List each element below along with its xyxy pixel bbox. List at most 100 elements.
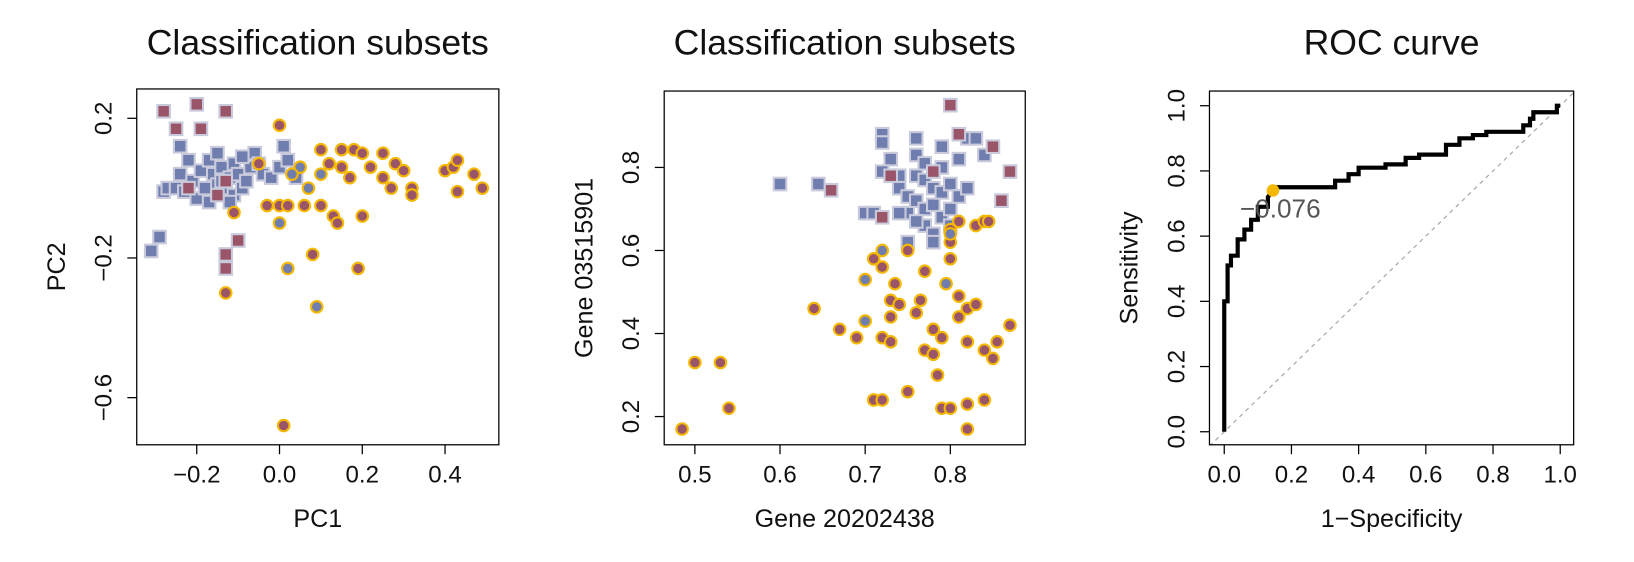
circle-point [939, 276, 953, 291]
square-point [218, 247, 234, 262]
x-axis-label: Gene 20202438 [755, 505, 935, 533]
square-point [218, 103, 234, 119]
square-point [943, 201, 958, 217]
square-point [943, 176, 958, 192]
circle-point [858, 272, 872, 287]
circle-point [227, 205, 241, 220]
square-point [908, 214, 924, 229]
circle-point [722, 401, 736, 416]
circle-point [309, 300, 324, 314]
chart-panel: Classification subsets 0.5 0.6 0.7 0.8 0.2 0.4… [570, 22, 1026, 533]
circle-point [883, 335, 898, 349]
circle-point [314, 198, 328, 213]
circle-point [960, 422, 975, 436]
square-point [210, 187, 225, 203]
circle-point [807, 301, 821, 316]
circle-point [969, 297, 983, 312]
circle-point [960, 335, 975, 349]
x-tick-label: 0.7 [848, 462, 881, 489]
circle-point [977, 393, 992, 407]
square-point [189, 96, 205, 112]
circle-point [883, 310, 898, 324]
circle-point [396, 163, 411, 178]
square-point [874, 209, 890, 225]
circle-point [276, 418, 291, 433]
circle-point [849, 330, 864, 345]
square-point [772, 176, 788, 192]
circle-point [943, 401, 958, 416]
circle-point [285, 167, 299, 181]
x-axis-label: PC1 [293, 505, 342, 533]
x-tick-label: 0.4 [428, 462, 461, 489]
square-point [883, 168, 899, 184]
circle-point [351, 261, 365, 276]
circle-point [405, 188, 419, 202]
circle-point [900, 384, 915, 399]
circle-point [832, 322, 847, 337]
square-point [239, 173, 254, 189]
circle-point [330, 216, 345, 230]
circle-point [384, 181, 399, 195]
circle-point [981, 214, 996, 229]
circle-point [909, 305, 924, 320]
circle-point [252, 156, 266, 171]
circle-point [990, 335, 1004, 349]
circle-point [376, 146, 390, 161]
square-point [193, 121, 209, 137]
circle-point [952, 310, 966, 324]
y-tick-label: 1.0 [1163, 89, 1190, 122]
circle-point [343, 170, 357, 185]
circle-point [467, 167, 481, 181]
x-tick-label: 0.0 [263, 462, 296, 489]
y-tick-label: 0.6 [618, 234, 645, 267]
circle-point [926, 347, 941, 362]
square-point [994, 193, 1009, 208]
x-tick-label: 0.5 [678, 462, 711, 489]
circle-point [334, 160, 349, 174]
circle-point [900, 243, 915, 258]
circle-point [450, 184, 465, 199]
circle-point [355, 209, 370, 223]
square-point [925, 164, 941, 179]
x-axis-label: 1−Specificity [1321, 505, 1463, 533]
square-point [985, 139, 1001, 155]
reference-diagonal [1209, 92, 1574, 445]
chart-title: Classification subsets [147, 22, 489, 62]
circle-point [892, 297, 907, 312]
square-point [1002, 164, 1018, 179]
circle-point [986, 351, 1000, 366]
circle-point [858, 314, 872, 328]
y-tick-label: 0.2 [618, 400, 645, 433]
x-tick-label: 0.8 [934, 462, 967, 489]
square-point [891, 205, 907, 221]
x-tick-label: 0.2 [1275, 462, 1308, 489]
highlight-label: −0.076 [1240, 193, 1321, 223]
square-point [811, 176, 826, 192]
square-point [883, 151, 899, 167]
x-tick-label: 0.8 [1476, 462, 1509, 489]
square-point [152, 229, 167, 245]
square-point [168, 121, 184, 137]
circle-point [888, 276, 902, 291]
circle-point [917, 264, 932, 279]
circle-point [930, 368, 945, 382]
circle-point [952, 214, 966, 229]
circle-point [866, 251, 881, 266]
plot-frame [663, 90, 1026, 446]
square-point [156, 103, 171, 119]
circle-point [363, 160, 378, 174]
square-point [181, 152, 196, 168]
circle-point [305, 247, 320, 262]
circle-point [272, 216, 287, 230]
circle-point [913, 293, 928, 308]
square-point [263, 170, 279, 185]
x-tick-label: 0.4 [1342, 462, 1375, 489]
circle-point [475, 181, 490, 195]
chart-title: ROC curve [1304, 22, 1480, 62]
square-point [951, 151, 967, 167]
square-point [925, 197, 941, 213]
circle-point [272, 118, 287, 133]
circle-point [943, 251, 958, 266]
y-axis-label: Gene 03515901 [570, 178, 598, 358]
circle-point [675, 422, 689, 436]
